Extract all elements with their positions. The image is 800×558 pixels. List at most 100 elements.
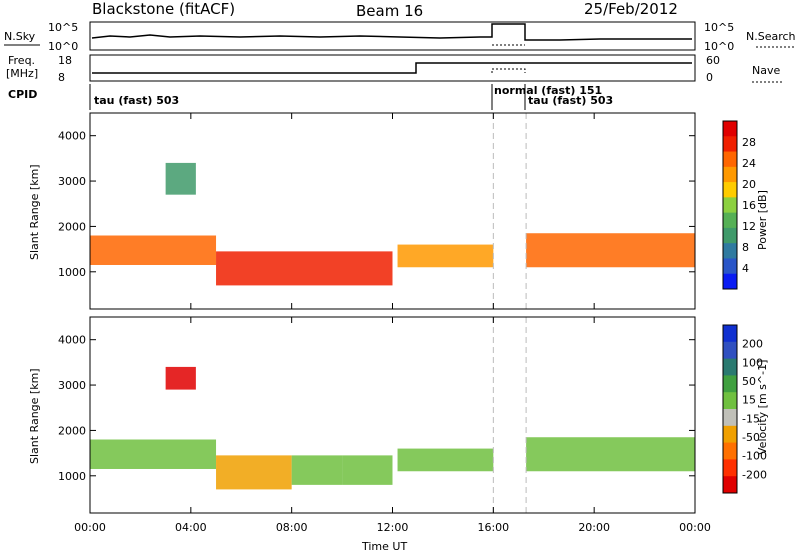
velocity-colorbar-swatch-7	[723, 442, 737, 460]
power-ytick-label-2: 3000	[58, 175, 86, 188]
freq-trace	[92, 62, 692, 74]
date-title: 25/Feb/2012	[584, 0, 678, 18]
power-colorbar-tick-2: 20	[742, 178, 756, 191]
power-ytick-label-0: 1000	[58, 266, 86, 279]
freq-panel: Freq. [MHz] 18 8 60 0 Nave	[6, 54, 782, 84]
station-title: Blackstone (fitACF)	[92, 0, 235, 18]
velocity-colorbar-swatch-8	[723, 459, 737, 477]
power-colorbar-swatch-6	[723, 212, 737, 229]
power-colorbar-label: Power [dB]	[756, 190, 769, 250]
velocity-colorbar-swatch-6	[723, 425, 737, 444]
time-x-ticks: 00:00 04:00 08:00 12:00 16:00 20:00 00:00	[74, 113, 711, 534]
power-echo-band-1	[216, 251, 393, 286]
velocity-echo-marks	[90, 317, 695, 513]
power-ytick-label-3: 4000	[58, 130, 86, 143]
velocity-ylabel: Slant Range [km]	[28, 368, 41, 464]
velocity-echo-band-4	[397, 448, 494, 472]
velocity-colorbar-label: Velocity [m s^-1]	[756, 360, 769, 455]
x-tick-label-3: 12:00	[377, 521, 409, 534]
power-echo-band-4	[165, 162, 196, 195]
freq-label: Freq.	[8, 54, 35, 67]
power-colorbar-tick-4: 12	[742, 220, 756, 233]
velocity-colorbar-tick-0: 200	[742, 338, 763, 351]
velocity-colorbar-swatch-5	[723, 409, 737, 427]
nsky-tick-top: 10^5	[48, 21, 78, 34]
nsky-trace	[91, 23, 692, 41]
cpid-label: CPID	[8, 88, 37, 101]
power-echo-band-0	[90, 235, 217, 265]
velocity-colorbar-tick-2: 50	[742, 375, 756, 388]
power-echo-band-3	[526, 233, 695, 268]
nsky-panel: N.Sky 10^5 10^0 10^5 10^0 N.Search	[4, 21, 796, 53]
velocity-panel: Slant Range [km] 1000 2000 3000 4000 200 100…	[28, 316, 769, 514]
freq-tick-bottom: 8	[58, 71, 65, 84]
power-colorbar-swatch-9	[723, 258, 737, 275]
velocity-ytick-label-1: 2000	[58, 424, 86, 437]
velocity-colorbar-swatch-3	[723, 375, 737, 393]
velocity-echo-band-1	[216, 455, 292, 490]
nsky-label: N.Sky	[4, 30, 36, 43]
power-colorbar-tick-1: 24	[742, 157, 756, 170]
velocity-echo-band-2	[291, 455, 343, 485]
freq-unit: [MHz]	[6, 67, 38, 80]
freq-tick-top: 18	[58, 54, 72, 67]
velocity-colorbar-swatch-9	[723, 476, 737, 494]
velocity-ytick-label-2: 3000	[58, 379, 86, 392]
cpid-segment-1: tau (fast) 503	[94, 94, 179, 107]
power-colorbar: 28 24 20 16 12 8 4	[722, 120, 756, 290]
velocity-colorbar-tick-5: -50	[742, 431, 760, 444]
nsearch-tick-top: 10^5	[704, 21, 734, 34]
power-echo-band-2	[397, 244, 494, 268]
power-colorbar-tick-5: 8	[742, 241, 749, 254]
power-colorbar-tick-3: 16	[742, 199, 756, 212]
velocity-colorbar-swatch-2	[723, 358, 737, 376]
velocity-colorbar-tick-3: 15	[742, 394, 756, 407]
power-colorbar-swatch-10	[723, 273, 737, 290]
beam-title: Beam 16	[356, 2, 423, 20]
cpid-panel: CPID tau (fast) 503 normal (fast) 151 ta…	[8, 84, 613, 110]
power-panel: Slant Range [km] 1000 2000 3000 4000 28 24 20…	[28, 112, 769, 310]
velocity-echo-band-3	[342, 455, 393, 485]
power-colorbar-tick-0: 28	[742, 136, 756, 149]
power-colorbar-swatch-4	[723, 182, 737, 198]
x-tick-label-1: 04:00	[175, 521, 207, 534]
power-echo-marks	[90, 113, 695, 309]
velocity-colorbar-swatch-0	[723, 325, 737, 343]
nave-trace	[491, 68, 526, 73]
velocity-colorbar-tick-4: -15	[742, 412, 760, 425]
nave-label: Nave	[752, 64, 780, 77]
velocity-colorbar-tick-7: -200	[742, 468, 767, 481]
nsearch-label: N.Search	[746, 30, 796, 43]
velocity-colorbar: 200 100 50 15 -15 -50 -100 -200	[722, 324, 767, 494]
power-colorbar-swatch-3	[723, 166, 737, 183]
power-colorbar-swatch-2	[723, 151, 737, 168]
x-tick-label-0: 00:00	[74, 521, 106, 534]
power-ylabel: Slant Range [km]	[28, 164, 41, 260]
cpid-segment-2: normal (fast) 151	[494, 84, 602, 97]
velocity-echo-band-6	[165, 366, 196, 390]
x-tick-label-6: 00:00	[679, 521, 711, 534]
x-tick-label-2: 08:00	[276, 521, 308, 534]
cpid-segment-3: tau (fast) 503	[528, 94, 613, 107]
power-colorbar-swatch-0	[723, 121, 737, 137]
velocity-colorbar-tick-6: -100	[742, 450, 767, 463]
x-tick-label-5: 20:00	[578, 521, 610, 534]
velocity-colorbar-frame	[722, 324, 738, 494]
velocity-colorbar-swatch-1	[723, 341, 737, 360]
nave-tick-bottom: 0	[706, 71, 713, 84]
power-colorbar-swatch-8	[723, 243, 737, 259]
power-colorbar-frame	[722, 120, 738, 290]
nsky-tick-bottom: 10^0	[48, 40, 78, 53]
velocity-colorbar-swatch-4	[723, 392, 737, 410]
velocity-y-ticks: 1000 2000 3000 4000	[58, 334, 695, 483]
nave-tick-top: 60	[706, 54, 720, 67]
power-ytick-label-1: 2000	[58, 220, 86, 233]
power-colorbar-swatch-7	[723, 227, 737, 244]
power-y-ticks: 1000 2000 3000 4000	[58, 130, 695, 279]
power-colorbar-tick-6: 4	[742, 262, 749, 275]
velocity-ytick-label-0: 1000	[58, 470, 86, 483]
power-colorbar-swatch-5	[723, 197, 737, 214]
x-tick-label-4: 16:00	[477, 521, 509, 534]
velocity-echo-band-0	[90, 439, 217, 469]
